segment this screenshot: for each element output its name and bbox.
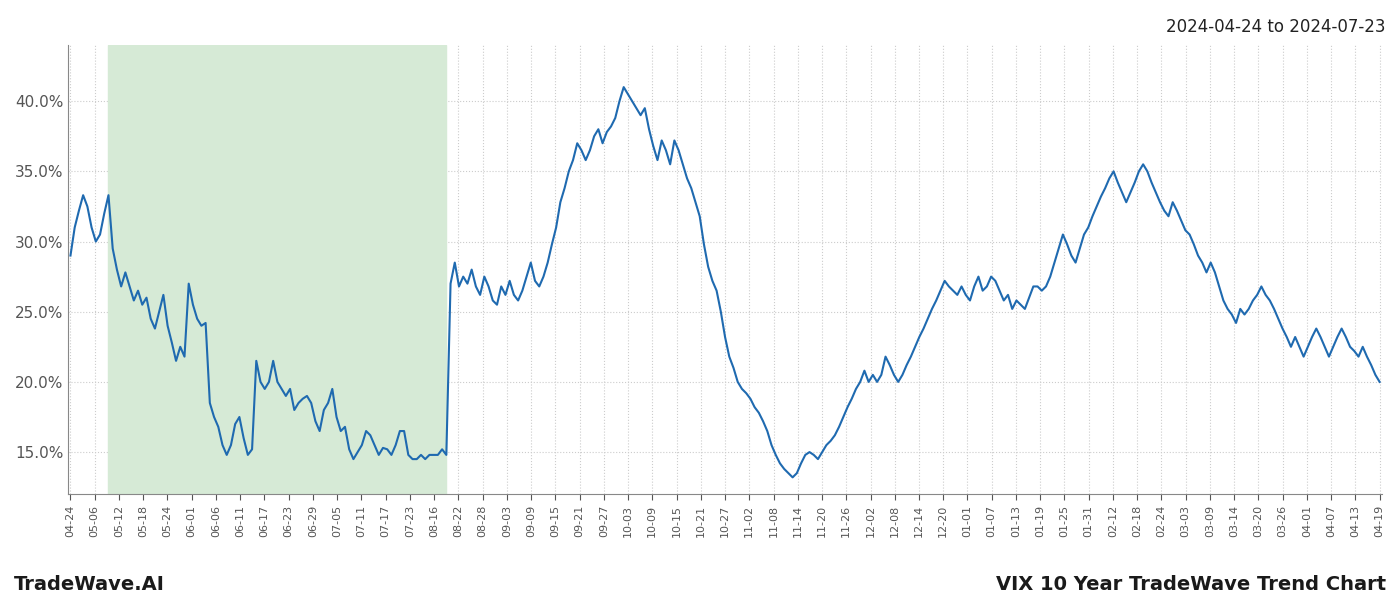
Bar <box>108 45 447 494</box>
Text: TradeWave.AI: TradeWave.AI <box>14 575 165 594</box>
Text: VIX 10 Year TradeWave Trend Chart: VIX 10 Year TradeWave Trend Chart <box>995 575 1386 594</box>
Text: 2024-04-24 to 2024-07-23: 2024-04-24 to 2024-07-23 <box>1166 18 1386 36</box>
